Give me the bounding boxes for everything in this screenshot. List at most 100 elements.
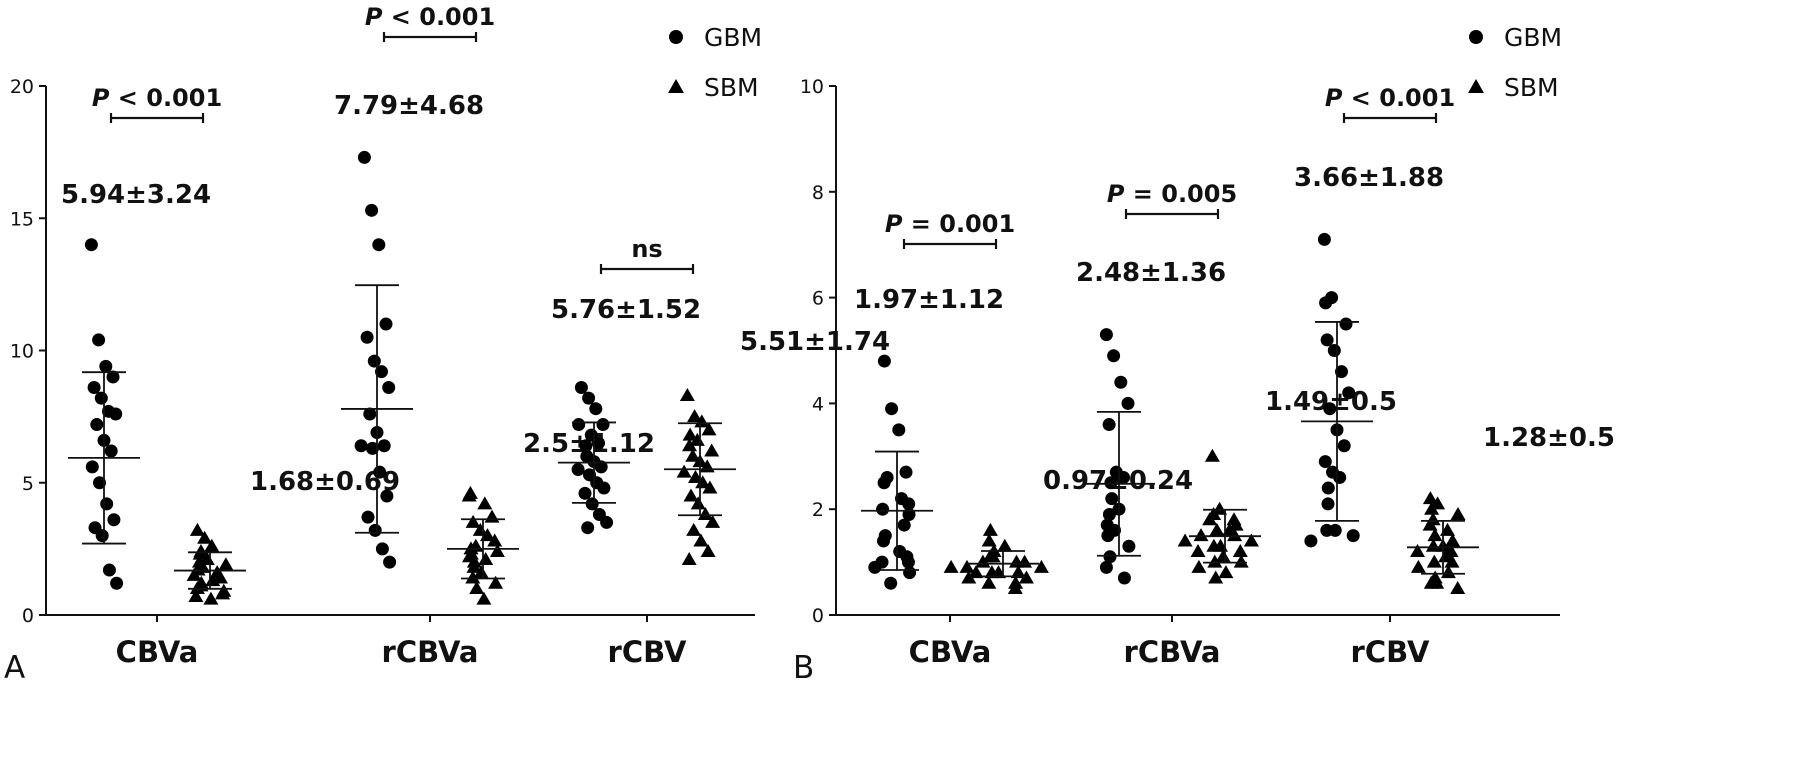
- data-point: [1323, 402, 1337, 416]
- data-point: [1450, 506, 1466, 520]
- data-point: [380, 489, 394, 503]
- data-point: [877, 354, 891, 368]
- data-point: [1445, 533, 1461, 547]
- data-point: [1335, 365, 1348, 379]
- data-point: [1425, 538, 1441, 552]
- data-point: [361, 510, 375, 524]
- data-point: [87, 381, 101, 395]
- data-point: [679, 387, 695, 401]
- data-point: [106, 370, 120, 384]
- y-tick-label: 2: [812, 499, 824, 521]
- x-tick-label: rCBVa: [382, 635, 479, 669]
- data-point: [377, 439, 391, 453]
- data-point: [683, 488, 699, 502]
- data-point: [686, 522, 702, 536]
- data-point: [984, 565, 1000, 579]
- data-point: [1423, 575, 1439, 589]
- data-point: [885, 402, 899, 416]
- data-point: [357, 150, 371, 164]
- stat-label: 5.51±1.74: [740, 327, 890, 357]
- data-point: [1102, 507, 1116, 521]
- data-point: [102, 563, 116, 577]
- data-point: [876, 502, 890, 516]
- legend-label: GBM: [1504, 23, 1562, 52]
- legend-label: SBM: [1504, 73, 1559, 102]
- data-point: [1121, 396, 1135, 410]
- data-point: [1422, 491, 1438, 505]
- data-point: [363, 407, 377, 421]
- data-point: [571, 463, 585, 477]
- data-point: [702, 480, 718, 494]
- significance-label: P < 0.001: [92, 84, 222, 112]
- data-point: [1426, 554, 1442, 568]
- data-point: [693, 533, 709, 547]
- data-point: [585, 497, 599, 511]
- data-point: [687, 409, 703, 423]
- data-point: [99, 359, 113, 373]
- data-point: [1232, 544, 1248, 558]
- data-point: [1410, 559, 1426, 573]
- data-point: [581, 521, 595, 535]
- data-point: [589, 402, 603, 416]
- data-point: [690, 496, 706, 510]
- data-point: [1243, 533, 1259, 547]
- data-point: [1424, 501, 1440, 515]
- data-point: [1204, 448, 1220, 462]
- stat-label: 3.66±1.88: [1294, 163, 1444, 193]
- data-point: [1105, 492, 1119, 506]
- data-point: [1207, 554, 1223, 568]
- y-tick-label: 6: [812, 288, 824, 310]
- data-point: [1320, 523, 1334, 537]
- data-point: [892, 423, 906, 437]
- data-point: [383, 555, 397, 569]
- y-tick-label: 0: [22, 605, 34, 627]
- data-point: [1333, 470, 1347, 484]
- data-point: [877, 476, 891, 490]
- stat-label: 1.97±1.12: [854, 285, 1004, 315]
- data-point: [574, 381, 588, 395]
- data-point: [1206, 538, 1222, 552]
- data-point: [600, 515, 614, 529]
- data-point: [1450, 581, 1466, 595]
- data-point: [1202, 512, 1218, 526]
- data-point: [997, 538, 1013, 552]
- significance-label: P < 0.001: [1325, 84, 1455, 112]
- data-point: [204, 538, 220, 552]
- x-tick-label: rCBV: [1351, 635, 1431, 669]
- data-point: [477, 496, 493, 510]
- data-point: [85, 460, 99, 474]
- data-point: [695, 475, 711, 489]
- data-point: [681, 551, 697, 565]
- data-point: [982, 549, 998, 563]
- data-point: [188, 588, 204, 602]
- data-point: [484, 509, 500, 523]
- data-point: [579, 439, 593, 453]
- y-tick-label: 4: [812, 393, 824, 415]
- data-point: [1339, 317, 1353, 331]
- data-point: [1193, 528, 1209, 542]
- data-point: [1099, 328, 1113, 342]
- data-point: [1218, 565, 1234, 579]
- data-point: [465, 514, 481, 528]
- legend-circle-marker: [669, 30, 683, 44]
- data-point: [943, 559, 959, 573]
- data-point: [473, 565, 489, 579]
- data-point: [685, 448, 701, 462]
- data-point: [382, 381, 396, 395]
- data-point: [578, 486, 592, 500]
- data-point: [107, 513, 121, 527]
- data-point: [487, 533, 503, 547]
- data-point: [1099, 560, 1113, 574]
- data-point: [704, 443, 720, 457]
- data-point: [203, 591, 219, 605]
- data-point: [472, 522, 488, 536]
- data-point: [1317, 232, 1331, 246]
- y-tick-label: 15: [10, 208, 34, 230]
- data-point: [104, 444, 118, 458]
- significance-label: P = 0.001: [885, 210, 1015, 238]
- data-point: [197, 530, 213, 544]
- data-point: [1215, 549, 1231, 563]
- x-tick-label: CBVa: [909, 635, 992, 669]
- data-point: [959, 559, 975, 573]
- panel-letter: B: [793, 650, 814, 686]
